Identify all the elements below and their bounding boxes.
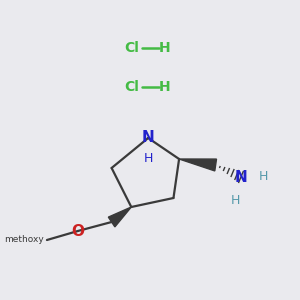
Text: methoxy: methoxy xyxy=(4,236,44,244)
Text: N: N xyxy=(142,130,155,146)
Polygon shape xyxy=(108,207,131,227)
Text: H: H xyxy=(159,80,171,94)
Text: O: O xyxy=(71,224,84,238)
Text: Cl: Cl xyxy=(124,80,139,94)
Text: H: H xyxy=(159,41,171,55)
Polygon shape xyxy=(179,159,217,171)
Text: H: H xyxy=(143,152,153,166)
Text: N: N xyxy=(235,169,247,184)
Text: H: H xyxy=(259,170,268,184)
Text: Cl: Cl xyxy=(124,41,139,55)
Text: H: H xyxy=(231,194,240,208)
